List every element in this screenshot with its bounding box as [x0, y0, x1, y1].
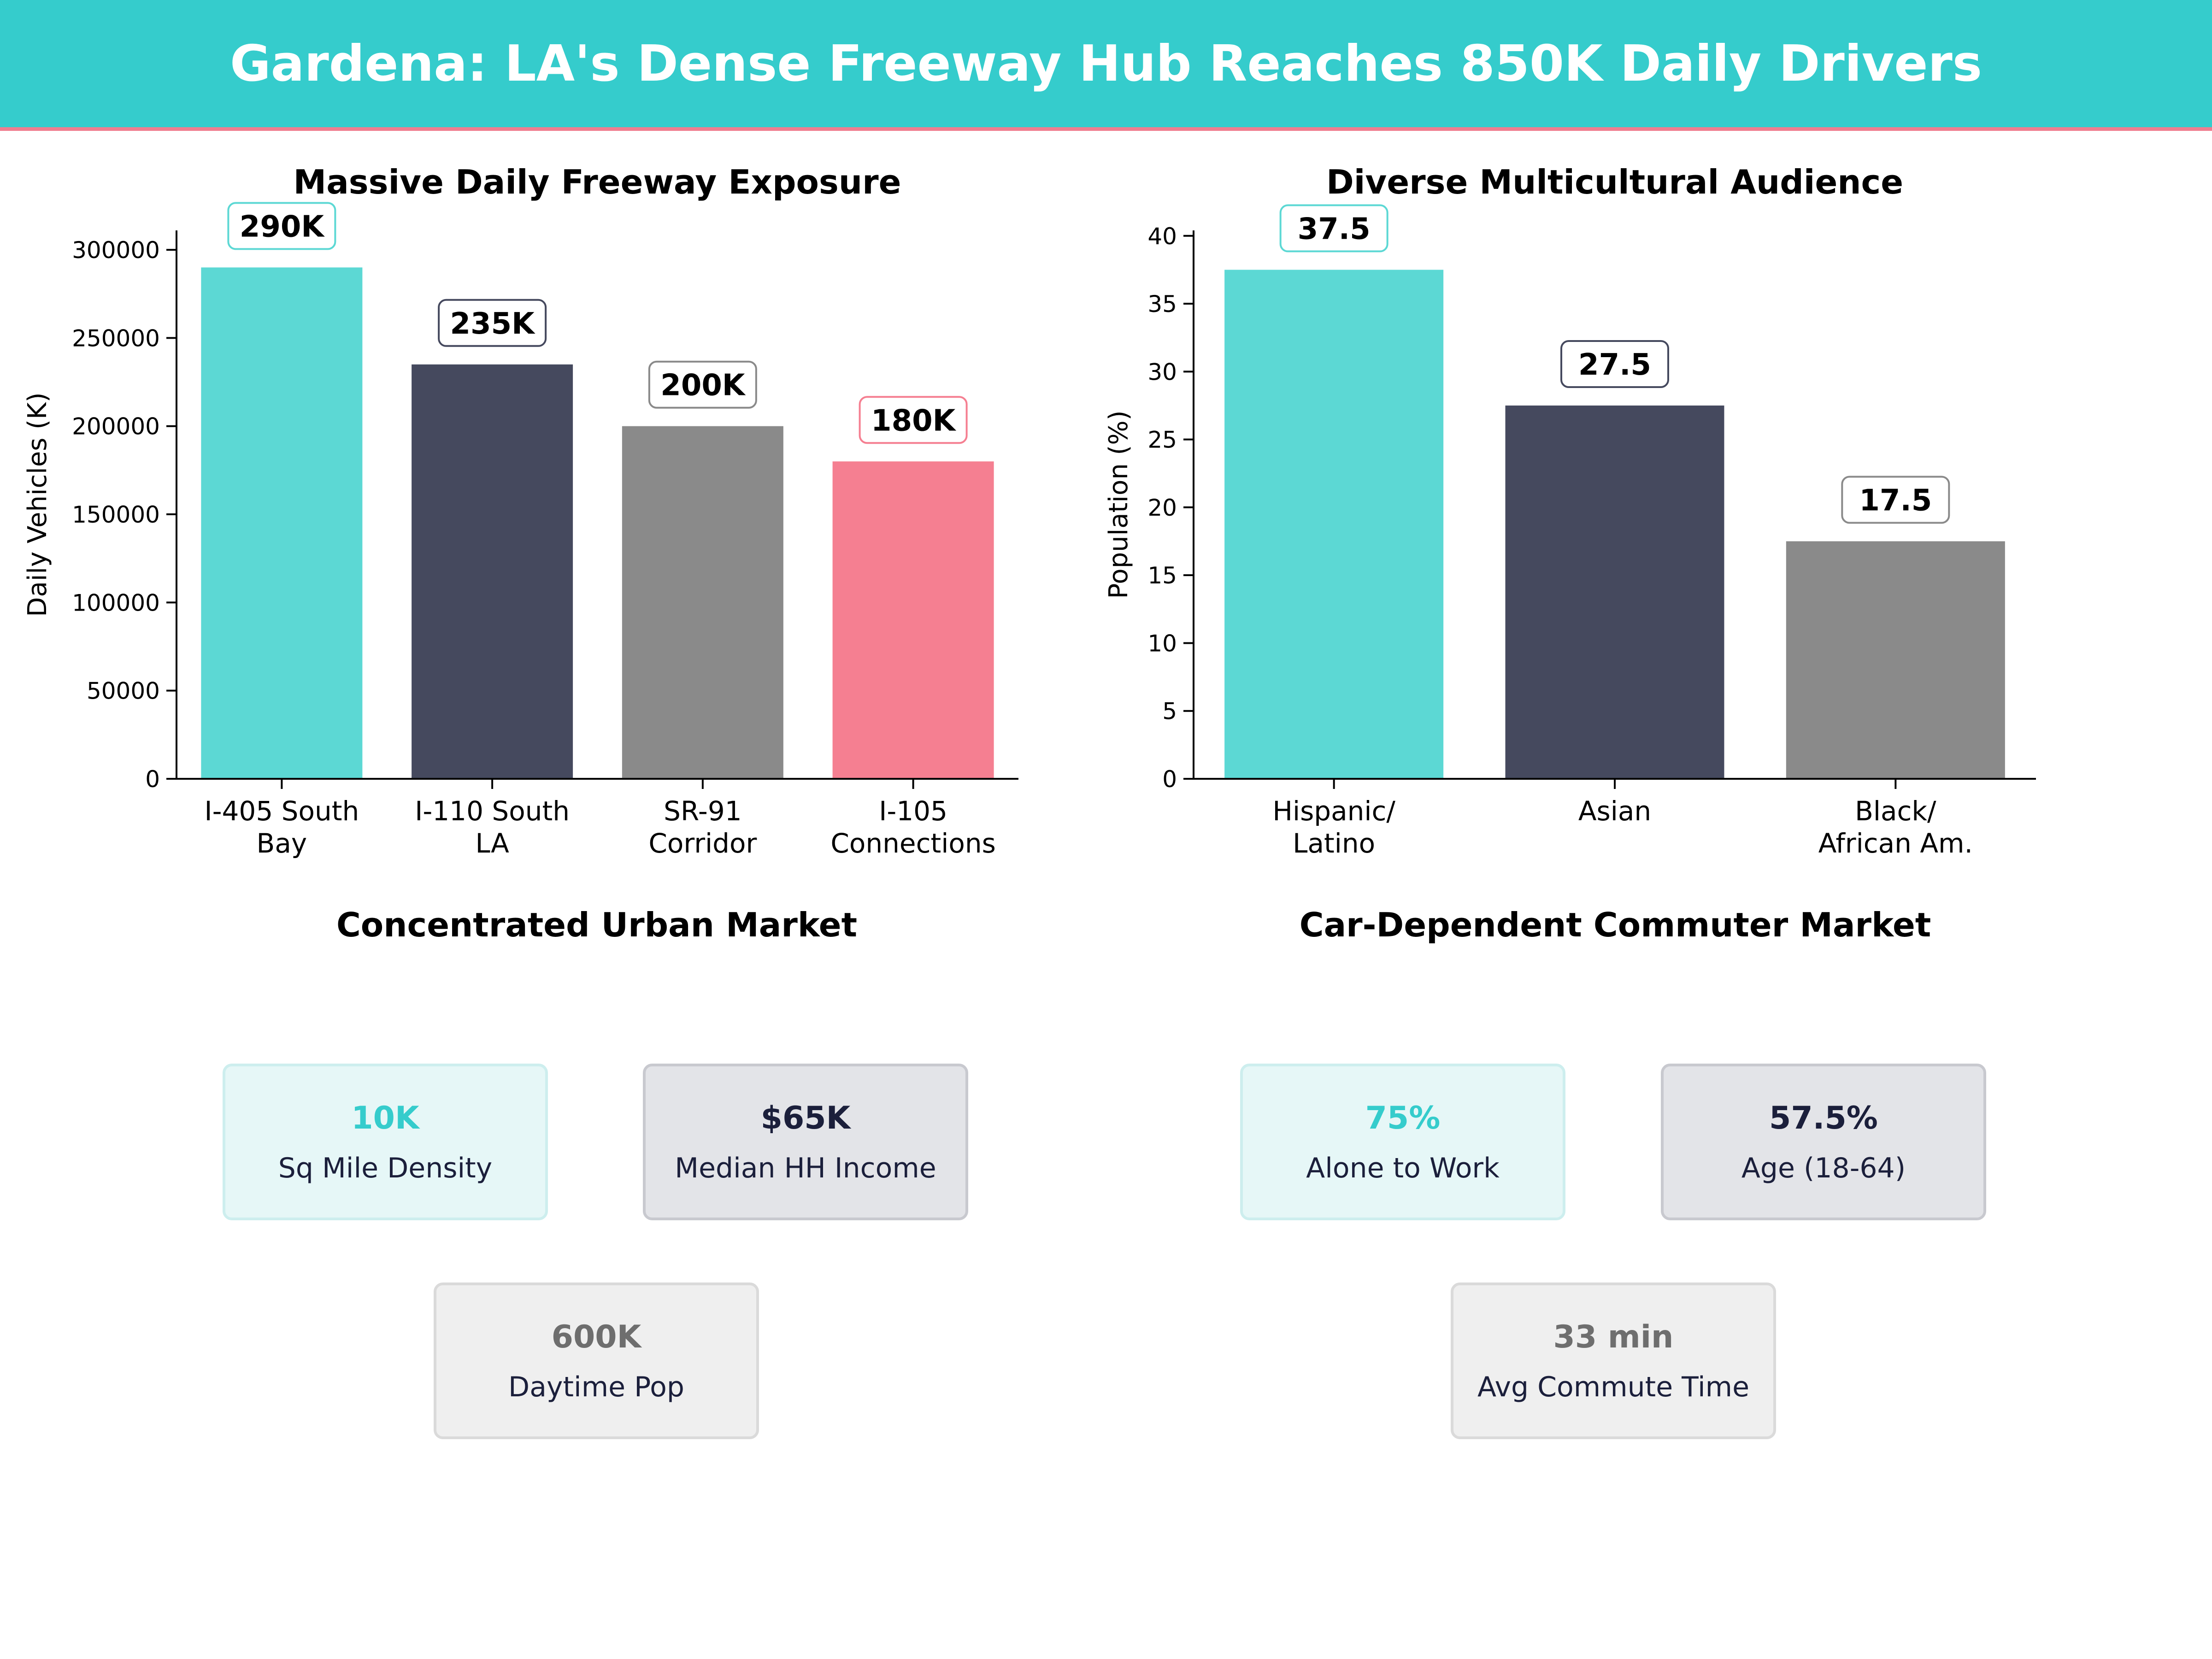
audience-y-tick-label-8: 40: [1147, 223, 1177, 250]
density-value: 10K: [351, 1100, 419, 1136]
alone-to-work-label: Alone to Work: [1306, 1152, 1500, 1184]
page-title: Gardena: LA's Dense Freeway Hub Reaches …: [229, 35, 1983, 93]
commute-time-label: Avg Commute Time: [1477, 1371, 1750, 1403]
audience-category-label-0: Hispanic/Latino: [1272, 795, 1395, 859]
freeway-category-label-1: I-110 South LA: [415, 795, 570, 859]
audience-y-tick-label-5: 25: [1147, 427, 1177, 453]
commute-time-value: 33 min: [1553, 1318, 1674, 1355]
freeway-data-label-2: 200K: [660, 369, 746, 403]
freeway-data-label-0: 290K: [240, 210, 325, 244]
freeway-bar-3: [832, 461, 994, 779]
audience-data-label-1: 27.5: [1578, 348, 1651, 382]
density-card: 10K Sq Mile Density: [223, 1064, 548, 1220]
freeway-y-tick-label-5: 250000: [72, 325, 160, 352]
commute-time-card: 33 min Avg Commute Time: [1451, 1282, 1776, 1439]
freeway-category-label-0: I-405 South Bay: [205, 795, 359, 859]
audience-data-label-box-2: [1841, 476, 1950, 524]
freeway-data-label-1: 235K: [450, 307, 536, 341]
audience-y-tick-label-7: 35: [1147, 291, 1177, 318]
freeway-bar-0: [201, 267, 363, 779]
urban-panel-title: Concentrated Urban Market: [336, 906, 858, 944]
age-card: 57.5% Age (18-64): [1661, 1064, 1986, 1220]
freeway-data-label-3: 180K: [871, 404, 957, 438]
audience-y-axis-label: Population (%): [1104, 411, 1134, 599]
audience-bar-2: [1786, 541, 2005, 779]
freeway-bar-2: [622, 426, 783, 779]
audience-y-tick-label-4: 20: [1147, 494, 1177, 521]
freeway-y-tick-label-6: 300000: [72, 237, 160, 264]
audience-y-tick-label-1: 5: [1162, 698, 1177, 725]
freeway-data-label-box-2: [648, 360, 757, 409]
daytime-pop-label: Daytime Pop: [508, 1371, 684, 1403]
audience-y-tick-label-2: 10: [1147, 630, 1177, 657]
freeway-category-label-3: I-105 Connections: [830, 795, 995, 859]
income-card: $65K Median HH Income: [643, 1064, 968, 1220]
freeway-y-tick-label-2: 100000: [72, 589, 160, 616]
audience-data-label-2: 17.5: [1859, 484, 1932, 518]
audience-chart-title: Diverse Multicultural Audience: [1326, 163, 1903, 201]
freeway-y-tick-label-4: 200000: [72, 413, 160, 440]
freeway-bar-1: [412, 364, 573, 779]
audience-bar-0: [1224, 270, 1444, 779]
freeway-y-tick-label-0: 0: [145, 766, 160, 793]
audience-bar-1: [1505, 405, 1724, 779]
income-value: $65K: [760, 1100, 851, 1136]
freeway-y-tick-label-3: 150000: [72, 501, 160, 528]
alone-to-work-value: 75%: [1365, 1100, 1441, 1136]
alone-to-work-card: 75% Alone to Work: [1240, 1064, 1565, 1220]
age-label: Age (18-64): [1741, 1152, 1906, 1184]
audience-category-label-1: Asian: [1578, 795, 1651, 827]
freeway-y-axis-label: Daily Vehicles (K): [23, 392, 53, 617]
audience-data-label-0: 37.5: [1298, 212, 1371, 246]
density-label: Sq Mile Density: [278, 1152, 493, 1184]
income-label: Median HH Income: [675, 1152, 936, 1184]
audience-y-tick-label-6: 30: [1147, 359, 1177, 385]
daytime-pop-value: 600K: [551, 1318, 641, 1355]
freeway-data-label-box-1: [438, 299, 547, 347]
freeway-y-tick-label-1: 50000: [87, 678, 160, 705]
freeway-category-label-2: SR-91 Corridor: [648, 795, 757, 859]
commuter-panel-title: Car-Dependent Commuter Market: [1299, 906, 1931, 944]
freeway-chart-title: Massive Daily Freeway Exposure: [294, 163, 901, 201]
title-banner: Gardena: LA's Dense Freeway Hub Reaches …: [0, 0, 2212, 131]
freeway-data-label-box-3: [859, 396, 968, 444]
audience-data-label-box-0: [1279, 204, 1388, 253]
daytime-pop-card: 600K Daytime Pop: [434, 1282, 759, 1439]
audience-y-tick-label-3: 15: [1147, 562, 1177, 589]
audience-data-label-box-1: [1560, 340, 1669, 388]
freeway-data-label-box-0: [227, 202, 336, 250]
audience-category-label-2: Black/African Am.: [1818, 795, 1973, 859]
age-value: 57.5%: [1769, 1100, 1878, 1136]
audience-y-tick-label-0: 0: [1162, 766, 1177, 793]
